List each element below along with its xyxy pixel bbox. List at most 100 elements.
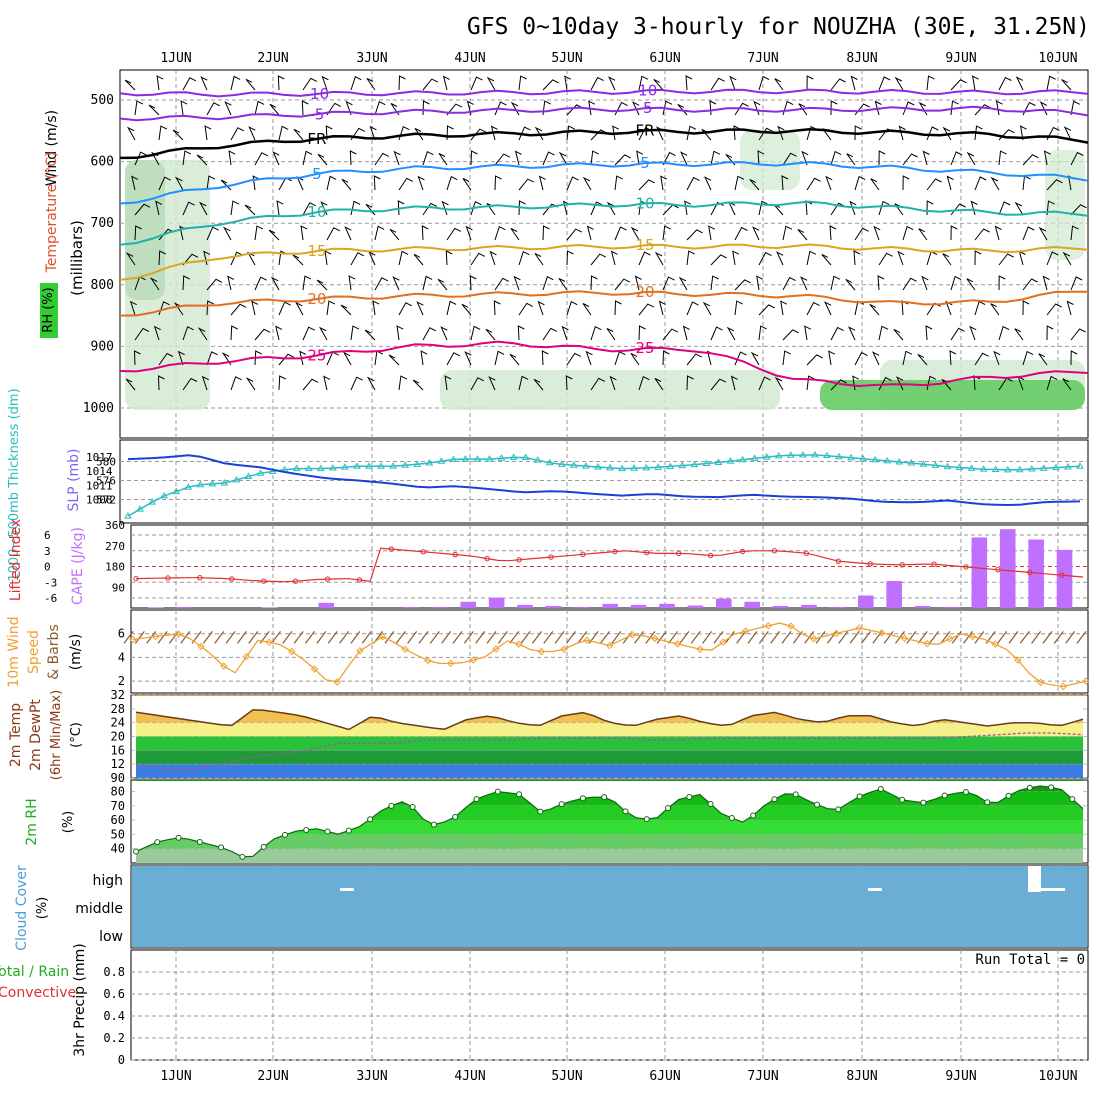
wind-barb bbox=[660, 175, 668, 191]
wind-barb bbox=[158, 250, 166, 266]
isotherm-label: 5 bbox=[640, 154, 650, 172]
wind-barb bbox=[994, 225, 1002, 241]
wind-barb bbox=[470, 150, 478, 166]
thickness-point bbox=[582, 462, 590, 469]
wind-barb bbox=[758, 251, 772, 266]
wind-barb bbox=[398, 375, 408, 391]
rh2m-point bbox=[665, 805, 672, 812]
thickness-point bbox=[316, 464, 325, 472]
isotherm-label: 10 bbox=[635, 194, 654, 212]
wind10m-barb bbox=[849, 630, 860, 644]
wind-barb bbox=[758, 376, 771, 391]
cape-bar bbox=[318, 602, 335, 608]
wind-barb bbox=[950, 225, 958, 241]
wind-barb bbox=[590, 150, 599, 166]
wind-barb bbox=[950, 79, 967, 91]
thickness-point bbox=[304, 464, 313, 472]
cape-axis-label: CAPE (J/kg) bbox=[70, 527, 86, 605]
wind-barb bbox=[444, 375, 452, 391]
wind10m-barb bbox=[963, 630, 974, 644]
total-rain-label: Total / Rain bbox=[0, 964, 69, 980]
wind-barb bbox=[518, 375, 529, 391]
wind-barb bbox=[373, 175, 381, 191]
wind-barb bbox=[182, 275, 190, 291]
slp-tick-label: 1014 bbox=[86, 465, 113, 478]
lifted-index-point bbox=[675, 550, 682, 557]
wind-barb bbox=[704, 176, 712, 191]
wind-barb bbox=[134, 327, 150, 341]
wind-barb bbox=[254, 100, 265, 116]
wind-barb bbox=[902, 101, 915, 116]
wind-barb bbox=[206, 175, 216, 191]
speed-axis-label: Speed bbox=[26, 630, 42, 674]
wind-barb bbox=[517, 325, 525, 341]
wind-barb bbox=[174, 176, 184, 191]
cape-bar bbox=[403, 606, 420, 608]
wind-barb bbox=[316, 279, 328, 291]
wind-barb bbox=[612, 125, 620, 141]
wind10m-barb bbox=[1053, 630, 1064, 644]
wind-barb bbox=[542, 275, 554, 291]
wind-barb bbox=[1070, 225, 1079, 241]
wind-barb bbox=[614, 278, 631, 291]
wind-barb bbox=[710, 201, 724, 216]
wind-barb bbox=[971, 75, 979, 91]
wind-barb bbox=[990, 176, 1000, 191]
cloud-level-label: high bbox=[92, 873, 123, 889]
minmax-axis-label: (6hr Min/Max) bbox=[49, 690, 64, 780]
wind-barb bbox=[350, 325, 360, 341]
wind10m-barb bbox=[316, 630, 327, 644]
wind10m-barb bbox=[951, 630, 962, 644]
wind-barb bbox=[606, 201, 616, 216]
wind-barb bbox=[489, 250, 497, 266]
cape-bar bbox=[602, 603, 619, 608]
wind-barb bbox=[830, 326, 844, 341]
rh2m-point bbox=[196, 839, 203, 846]
cape-bar bbox=[148, 607, 164, 608]
wind-barb bbox=[204, 125, 212, 141]
wind-barb bbox=[494, 175, 502, 191]
panel-frame-prec bbox=[130, 949, 1089, 1061]
temp-tick-label: 24 bbox=[111, 716, 125, 730]
wind-barb bbox=[513, 275, 521, 291]
rh2m-point bbox=[835, 806, 842, 813]
lifted-index-point bbox=[931, 561, 937, 567]
wind-barb bbox=[680, 151, 688, 166]
thickness-point bbox=[485, 455, 494, 462]
cape-bar bbox=[488, 597, 505, 608]
rh-shading bbox=[820, 380, 1085, 410]
rh2m-point bbox=[558, 801, 565, 808]
wind10m-barb bbox=[929, 630, 939, 644]
wind-barb bbox=[417, 175, 425, 191]
lifted-index-point bbox=[165, 575, 171, 581]
wind-barb bbox=[490, 125, 498, 141]
wind-barb bbox=[902, 350, 913, 366]
wind-barb bbox=[782, 329, 799, 341]
thickness-tick-label: 580 bbox=[96, 456, 116, 469]
wind10m-point bbox=[787, 622, 795, 630]
wind-barb bbox=[518, 75, 527, 91]
wind-barb bbox=[466, 100, 474, 116]
wind-barb bbox=[133, 350, 141, 366]
wind-barb bbox=[630, 353, 640, 366]
slp-tick-label: 1017 bbox=[86, 451, 113, 464]
thickness-point bbox=[919, 460, 928, 467]
wind-barb bbox=[590, 201, 603, 216]
lifted-index-point bbox=[516, 557, 522, 563]
wind10m-barb bbox=[554, 630, 565, 644]
wind-barb bbox=[828, 350, 836, 366]
thickness-point bbox=[1027, 465, 1036, 472]
wind-barb bbox=[177, 350, 185, 366]
thickness-point bbox=[895, 457, 904, 465]
wind-barb bbox=[662, 276, 675, 291]
temp-tick-label: 90 bbox=[111, 771, 125, 785]
temp-band bbox=[136, 764, 1083, 778]
wind-barb bbox=[686, 250, 695, 266]
wind-barb bbox=[228, 150, 236, 166]
rh2m-point bbox=[430, 821, 437, 828]
cloud-gap bbox=[1041, 888, 1065, 891]
wind-barb bbox=[421, 225, 429, 241]
thickness-point bbox=[341, 463, 349, 470]
wind-barb bbox=[518, 178, 535, 191]
wind10m-point bbox=[424, 656, 432, 665]
